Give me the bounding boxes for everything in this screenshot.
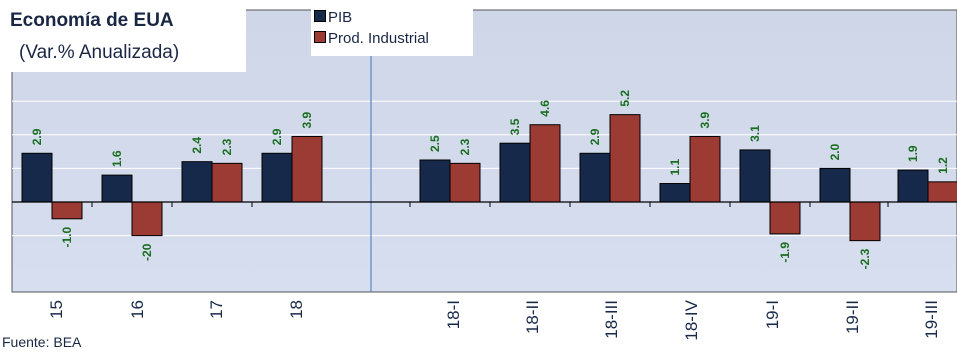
bar-pib-17 bbox=[181, 161, 213, 203]
bar-pib-19-II bbox=[819, 167, 851, 203]
data-label-pib-18-III: 2.9 bbox=[588, 128, 602, 145]
data-label-pib-18-IV: 1.1 bbox=[668, 159, 682, 176]
legend-label-prod: Prod. Industrial bbox=[328, 30, 429, 47]
category-label-18: 18 bbox=[287, 300, 306, 319]
bar-prod-18 bbox=[291, 135, 323, 203]
data-label-prod-19-II: -2.3 bbox=[858, 248, 872, 269]
bar-prod-19-I bbox=[769, 201, 801, 235]
bar-prod-18-III bbox=[609, 114, 641, 203]
category-label-18-IV: 18-IV bbox=[682, 299, 701, 340]
data-label-pib-18-I: 2.5 bbox=[428, 135, 442, 152]
bar-pib-19-I bbox=[739, 149, 771, 203]
chart-title: Economía de EUA bbox=[10, 10, 174, 31]
data-label-prod-18-I: 2.3 bbox=[458, 138, 472, 155]
category-label-19-III: 19-III bbox=[922, 300, 941, 339]
category-label-18-III: 18-III bbox=[602, 300, 621, 339]
data-label-pib-18-II: 3.5 bbox=[508, 118, 522, 135]
bar-pib-18-I bbox=[419, 159, 451, 203]
bar-pib-15 bbox=[21, 152, 53, 203]
data-label-prod-18: 3.9 bbox=[300, 111, 314, 128]
data-label-prod-15: -1.0 bbox=[60, 226, 74, 247]
data-label-prod-18-II: 4.6 bbox=[538, 100, 552, 117]
bar-prod-19-II bbox=[849, 201, 881, 242]
data-label-prod-19-I: -1.9 bbox=[778, 242, 792, 263]
category-label-19-I: 19-I bbox=[763, 300, 782, 329]
category-label-19-II: 19-II bbox=[843, 300, 862, 334]
data-label-prod-18-IV: 3.9 bbox=[698, 111, 712, 128]
bar-pib-18-II bbox=[499, 142, 531, 203]
legend: PIB Prod. Industrial bbox=[311, 6, 473, 56]
data-label-pib-17: 2.4 bbox=[190, 137, 204, 154]
legend-swatch-prod bbox=[314, 31, 326, 43]
data-label-pib-15: 2.9 bbox=[30, 128, 44, 145]
bar-prod-15 bbox=[51, 201, 83, 220]
legend-item-prod: Prod. Industrial bbox=[314, 30, 429, 50]
data-label-pib-19-I: 3.1 bbox=[748, 125, 762, 142]
category-label-18-II: 18-II bbox=[523, 300, 542, 334]
category-label-18-I: 18-I bbox=[444, 300, 463, 329]
title-box: Economía de EUA (Var.% Anualizada) bbox=[0, 4, 246, 72]
source-note: Fuente: BEA bbox=[2, 334, 82, 350]
bar-prod-18-I bbox=[449, 162, 481, 203]
bar-prod-18-II bbox=[529, 124, 561, 203]
bar-prod-18-IV bbox=[689, 135, 721, 203]
data-label-prod-16: -20 bbox=[140, 243, 154, 261]
data-label-prod-18-III: 5.2 bbox=[618, 90, 632, 107]
bar-prod-16 bbox=[131, 201, 163, 237]
bar-pib-18-IV bbox=[659, 183, 691, 203]
bar-pib-18 bbox=[261, 152, 293, 203]
legend-item-pib: PIB bbox=[314, 9, 352, 29]
data-label-pib-18: 2.9 bbox=[270, 128, 284, 145]
category-label-17: 17 bbox=[207, 300, 226, 319]
data-label-pib-19-III: 1.9 bbox=[906, 145, 920, 162]
legend-label-pib: PIB bbox=[328, 9, 353, 26]
data-label-pib-19-II: 2.0 bbox=[828, 143, 842, 160]
chart-subtitle: (Var.% Anualizada) bbox=[19, 42, 180, 63]
bar-prod-17 bbox=[211, 162, 243, 203]
data-label-pib-16: 1.6 bbox=[110, 150, 124, 167]
category-label-16: 16 bbox=[128, 300, 147, 319]
bar-pib-18-III bbox=[579, 152, 611, 203]
legend-swatch-pib bbox=[314, 10, 326, 22]
data-label-prod-17: 2.3 bbox=[220, 138, 234, 155]
bar-pib-19-III bbox=[897, 169, 929, 203]
data-label-prod-19-III: 1.2 bbox=[936, 157, 950, 174]
category-label-15: 15 bbox=[47, 300, 66, 319]
bar-pib-16 bbox=[101, 174, 133, 203]
bar-prod-19-III bbox=[927, 181, 957, 203]
